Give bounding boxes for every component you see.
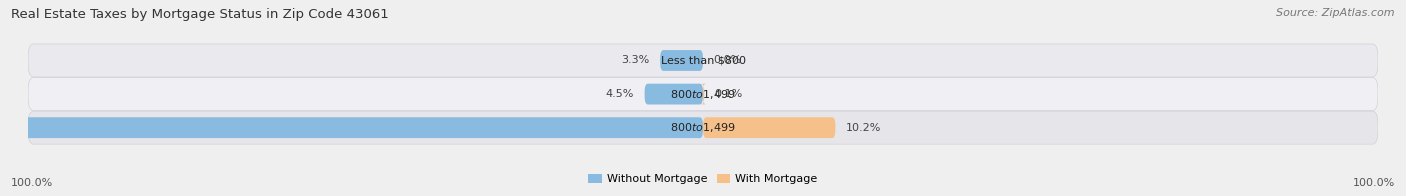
FancyBboxPatch shape xyxy=(644,84,703,104)
Text: 10.2%: 10.2% xyxy=(846,123,882,133)
Text: 0.1%: 0.1% xyxy=(714,89,742,99)
Text: Less than $800: Less than $800 xyxy=(661,55,745,65)
FancyBboxPatch shape xyxy=(703,117,835,138)
Text: $800 to $1,499: $800 to $1,499 xyxy=(671,88,735,101)
Text: 3.3%: 3.3% xyxy=(621,55,650,65)
FancyBboxPatch shape xyxy=(28,44,1378,77)
FancyBboxPatch shape xyxy=(28,78,1378,111)
FancyBboxPatch shape xyxy=(661,50,703,71)
Text: 0.0%: 0.0% xyxy=(713,55,741,65)
Text: Real Estate Taxes by Mortgage Status in Zip Code 43061: Real Estate Taxes by Mortgage Status in … xyxy=(11,8,389,21)
Legend: Without Mortgage, With Mortgage: Without Mortgage, With Mortgage xyxy=(583,169,823,189)
FancyBboxPatch shape xyxy=(28,111,1378,144)
FancyBboxPatch shape xyxy=(0,117,703,138)
Text: 100.0%: 100.0% xyxy=(1353,178,1395,188)
Text: 4.5%: 4.5% xyxy=(606,89,634,99)
Text: 100.0%: 100.0% xyxy=(11,178,53,188)
Text: $800 to $1,499: $800 to $1,499 xyxy=(671,121,735,134)
FancyBboxPatch shape xyxy=(702,84,706,104)
Text: Source: ZipAtlas.com: Source: ZipAtlas.com xyxy=(1277,8,1395,18)
